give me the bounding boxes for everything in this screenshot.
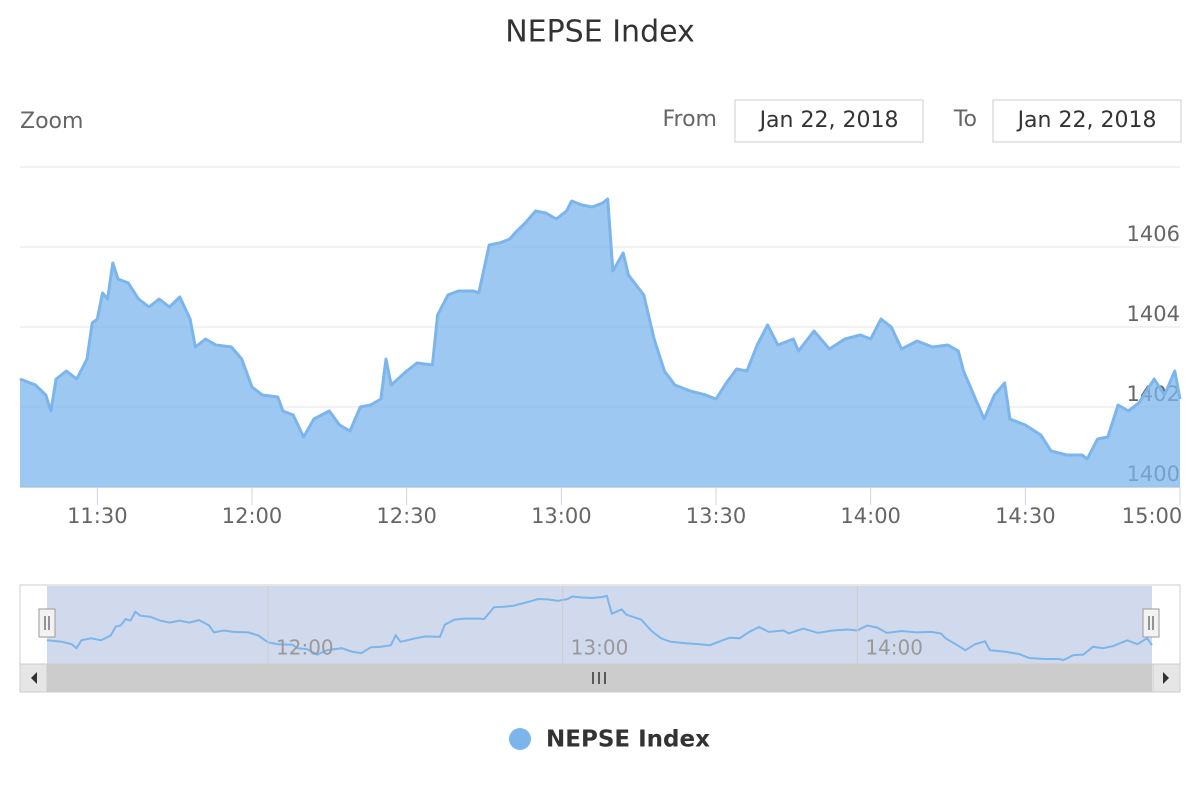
plot-area: 140014021404140611:3012:0012:3013:0013:3… [19,197,1183,528]
scrollbar-grip [592,672,606,684]
from-label: From [662,107,717,132]
legend[interactable]: NEPSE Index [509,727,710,753]
x-tick-label: 14:00 [840,504,901,528]
to-date[interactable]: Jan 22, 2018 [1016,108,1157,133]
chart-title: NEPSE Index [505,15,695,50]
x-tick-label: 15:00 [1122,504,1183,528]
navigator-line [46,594,1153,662]
navigator-handle-left[interactable] [38,608,56,638]
zoom-label: Zoom [20,109,83,134]
from-input[interactable] [734,99,924,143]
x-tick-label: 12:00 [222,504,283,528]
x-tick-label: 13:30 [686,504,747,528]
navigator-tick-label: 12:00 [276,636,334,660]
y-tick-label: 1406 [1127,222,1180,246]
legend-label: NEPSE Index [546,727,710,753]
series-line [19,197,1182,461]
navigator: 12:00 13:00 14:00 [46,586,1153,664]
area-fill [20,199,1180,487]
navigator-tick-label: 13:00 [571,636,629,660]
from-date[interactable]: Jan 22, 2018 [758,108,899,133]
x-tick-label: 13:00 [531,504,592,528]
scroll-left-arrow [31,672,37,684]
scroll-left-button[interactable] [19,663,48,693]
x-tick-label: 12:30 [376,504,437,528]
y-tick-label: 1404 [1127,302,1180,326]
navigator-handle-right[interactable] [1142,608,1160,638]
scroll-right-arrow [1163,672,1169,684]
to-label: To [953,107,977,132]
navigator-mask [47,586,1152,664]
to-input[interactable] [992,99,1182,143]
legend-marker [509,728,531,750]
x-tick-label: 11:30 [67,504,128,528]
navigator-tick-label: 14:00 [865,636,923,660]
x-tick-label: 14:30 [995,504,1056,528]
